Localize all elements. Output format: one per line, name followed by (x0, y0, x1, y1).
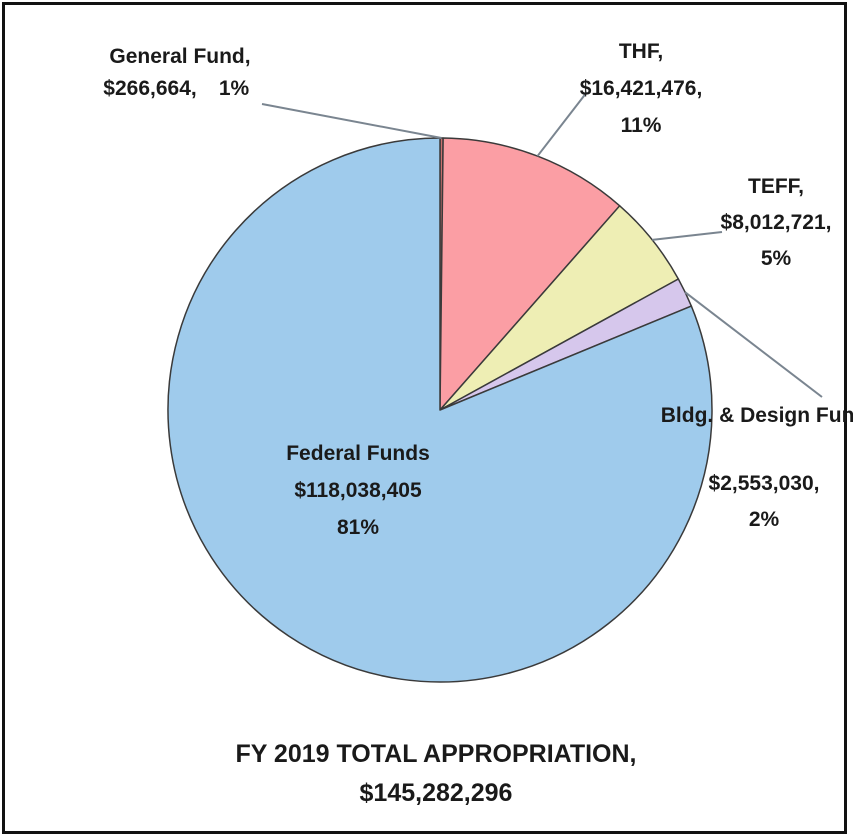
label-federal-funds: Federal Funds $118,038,405 81% (286, 442, 430, 539)
federal-funds-name: Federal Funds (286, 442, 430, 465)
general-fund-amount: $266,664, (103, 77, 196, 100)
chart-title: FY 2019 TOTAL APPROPRIATION, (235, 740, 636, 768)
bldg-design-name: Bldg. & Design Fund (661, 404, 853, 427)
teff-name: TEFF, (748, 175, 804, 198)
pie-slices (167, 137, 713, 683)
thf-amount: $16,421,476, (580, 77, 703, 100)
bldg-design-percent: 2% (749, 508, 780, 531)
thf-name: THF, (619, 40, 663, 63)
leader-line (684, 291, 823, 398)
federal-funds-amount: $118,038,405 (294, 479, 422, 502)
bldg-design-amount: $2,553,030, (709, 472, 820, 495)
label-bldg-design: Bldg. & Design Fund $2,553,030, 2% (661, 404, 853, 531)
general-fund-percent: 1% (219, 77, 250, 100)
federal-funds-percent: 81% (337, 516, 379, 539)
label-general-fund: General Fund, $266,664, 1% (103, 45, 250, 100)
label-teff: TEFF, $8,012,721, 5% (721, 175, 832, 270)
thf-percent: 11% (621, 114, 662, 137)
teff-amount: $8,012,721, (721, 211, 832, 234)
chart-subtitle: $145,282,296 (360, 779, 513, 807)
pie-slice-thf (439, 137, 621, 411)
pie-slice-federal-funds (167, 137, 713, 683)
leader-line (652, 231, 723, 241)
leader-line (536, 91, 588, 157)
teff-percent: 5% (761, 247, 792, 270)
label-thf: THF, $16,421,476, 11% (580, 40, 703, 137)
leader-lines (261, 91, 823, 398)
leader-line (261, 103, 442, 139)
general-fund-name: General Fund, (109, 45, 250, 68)
